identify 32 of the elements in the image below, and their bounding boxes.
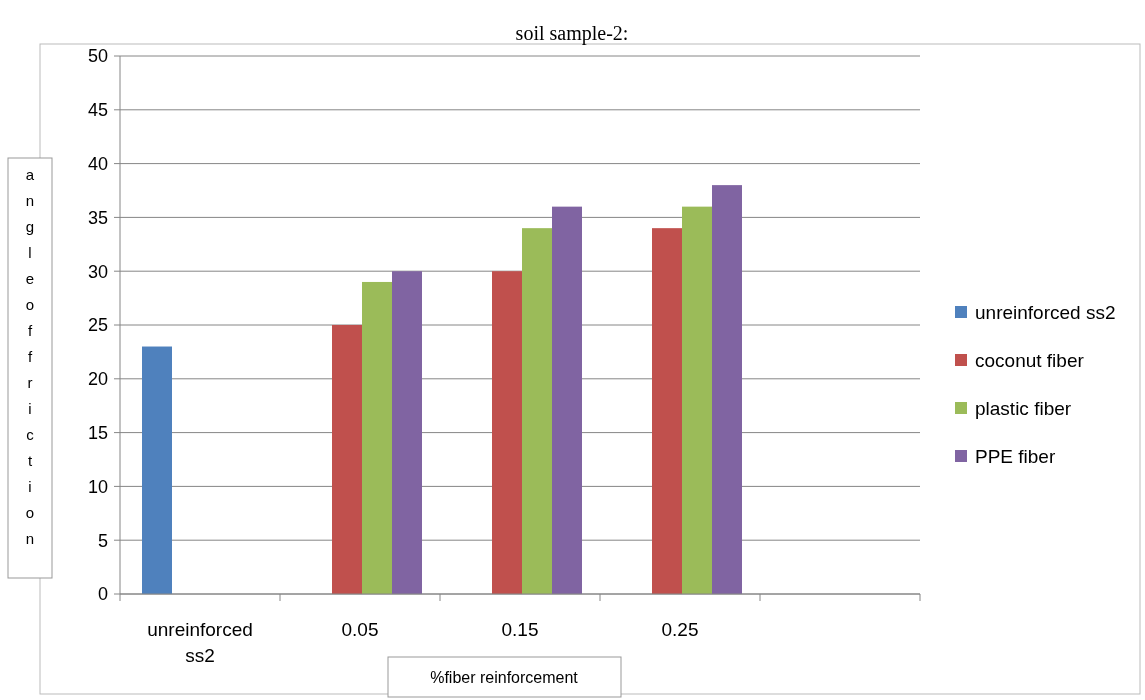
- legend-label: plastic fiber: [975, 397, 1072, 419]
- x-axis-title: %fiber reinforcement: [430, 669, 579, 686]
- y-tick-label: 0: [97, 584, 108, 605]
- bar: [682, 206, 712, 594]
- x-tick-label: 0.15: [501, 619, 539, 640]
- bar: [552, 206, 582, 594]
- x-tick-label: 0.25: [661, 619, 699, 640]
- bar: [492, 271, 522, 594]
- y-tick-label: 40: [87, 153, 108, 174]
- bar: [522, 228, 552, 594]
- y-tick-label: 35: [87, 207, 108, 228]
- y-tick-label: 15: [87, 422, 108, 443]
- bar: [332, 325, 362, 594]
- bar: [712, 185, 742, 594]
- y-tick-label: 5: [97, 530, 108, 551]
- bar: [142, 346, 172, 594]
- y-tick-label: 50: [87, 46, 108, 67]
- legend-label: PPE fiber: [975, 445, 1056, 467]
- bar: [362, 281, 392, 594]
- y-tick-label: 20: [87, 369, 108, 390]
- y-tick-label: 10: [87, 476, 108, 497]
- text: angleoffriction: [25, 166, 35, 547]
- legend-label: coconut fiber: [975, 349, 1085, 371]
- legend-label: unreinforced ss2: [975, 301, 1116, 323]
- chart-title: soil sample-2:: [515, 22, 629, 45]
- bar: [652, 228, 682, 594]
- y-tick-label: 45: [87, 100, 108, 121]
- x-tick-label: 0.05: [341, 619, 379, 640]
- bar: [392, 271, 422, 594]
- y-tick-label: 25: [87, 315, 108, 336]
- x-tick-label: unreinforced ss2: [147, 619, 253, 666]
- y-tick-label: 30: [87, 261, 108, 282]
